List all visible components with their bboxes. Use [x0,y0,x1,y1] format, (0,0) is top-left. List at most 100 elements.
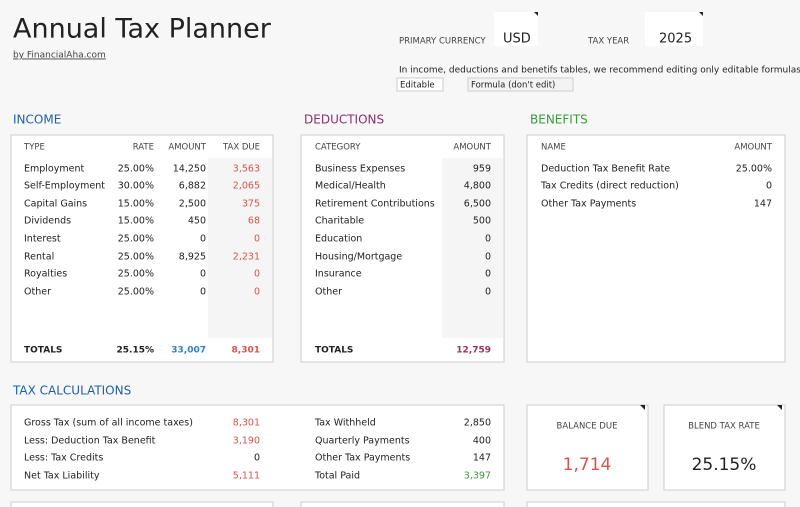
cell: Other [315,287,342,298]
total-cell: 12,759 [456,346,491,356]
corner [640,405,645,410]
cell: 3,397 [464,471,491,482]
panel [526,134,786,363]
cell: 0 [200,234,206,245]
cell: 375 [242,199,260,210]
cell: 2,231 [233,252,260,263]
cell: Rental [24,252,54,263]
byline[interactable]: by FinancialAha.com [13,51,106,61]
total-cell: TOTALS [315,346,353,356]
total-cell: 25.15% [117,346,155,356]
cell: 2,065 [233,181,260,192]
total-cell: 8,301 [232,346,260,356]
cell: 14,250 [173,164,206,175]
cell: 25.00% [118,252,154,263]
total-cell: 33,007 [171,346,206,356]
cell: Total Paid [314,471,360,482]
label: PRIMARY CURRENCY [399,37,486,47]
cell: Employment [24,164,84,175]
cell: 30.00% [118,181,154,192]
cell: 147 [754,199,772,210]
input-box[interactable] [494,12,538,46]
cell: Quarterly Payments [315,436,410,447]
cell: Gross Tax (sum of all income taxes) [24,418,193,429]
column-header: AMOUNT [734,143,772,153]
note: In income, deductions and benetifs table… [399,66,800,76]
cell: 8,301 [233,418,260,429]
column-header: TYPE [23,143,45,153]
cell: Deduction Tax Benefit Rate [541,164,670,175]
cell: 6,882 [179,181,206,192]
cell: Business Expenses [315,164,405,175]
cell: 3,190 [233,436,260,447]
corner [699,12,703,16]
cell: Royalties [24,269,67,280]
cell: 0 [254,269,260,280]
cell: 500 [473,216,491,227]
cell: 0 [485,252,491,263]
cell: Tax Withheld [314,418,376,429]
cell: Interest [24,234,61,245]
column-header: CATEGORY [315,143,361,153]
cell: 0 [254,234,260,245]
column-header: TAX DUE [222,143,260,153]
currency[interactable]: USD [503,32,531,47]
cell: 0 [485,287,491,298]
formula-column [208,158,272,338]
cell: Medical/Health [315,181,386,192]
cell: Other Tax Payments [315,453,410,464]
cell: 0 [200,287,206,298]
card-value: 25.15% [692,455,757,475]
cell: 15.00% [118,199,154,210]
cell: Housing/Mortgage [315,252,402,263]
panel [10,404,505,491]
column-header: RATE [133,143,154,153]
legend: Editable [400,81,435,91]
cell: 25.00% [118,234,154,245]
cell: Tax Credits (direct reduction) [540,181,679,192]
cell: 0 [485,269,491,280]
cell: 15.00% [118,216,154,227]
cell: 450 [188,216,206,227]
card-value: 1,714 [563,455,612,475]
cell: 68 [248,216,260,227]
card-label: BALANCE DUE [557,422,618,432]
cell: 2,850 [464,418,491,429]
cell: 25.00% [118,269,154,280]
column-header: AMOUNT [168,143,206,153]
column-header: NAME [541,143,566,153]
cell: 3,563 [233,164,260,175]
cell: 25.00% [118,164,154,175]
column-header: AMOUNT [453,143,491,153]
panel [526,404,649,491]
input-box[interactable] [645,12,703,46]
formula-column [442,158,503,338]
cell: Capital Gains [24,199,87,210]
cell: Education [315,234,362,245]
panel [663,404,786,491]
tax-year[interactable]: 2025 [659,32,692,47]
cell: 0 [485,234,491,245]
cell: 8,925 [179,252,206,263]
cell: 400 [473,436,491,447]
cell: 0 [766,181,772,192]
cell: 147 [473,453,491,464]
legend-box [467,77,574,92]
corner [777,405,782,410]
cell: 0 [200,269,206,280]
panel [300,501,505,507]
panel [526,501,786,507]
cell: Other [24,287,51,298]
cell: Other Tax Payments [541,199,636,210]
cell: Charitable [315,216,364,227]
section-title: TAX CALCULATIONS [12,384,131,398]
cell: Dividends [24,216,71,227]
cell: Retirement Contributions [315,199,435,210]
cell: 4,800 [464,181,491,192]
cell: 959 [473,164,491,175]
cell: Net Tax Liability [24,471,100,482]
section-title: INCOME [13,113,61,127]
cell: 6,500 [464,199,491,210]
cell: 25.00% [736,164,772,175]
